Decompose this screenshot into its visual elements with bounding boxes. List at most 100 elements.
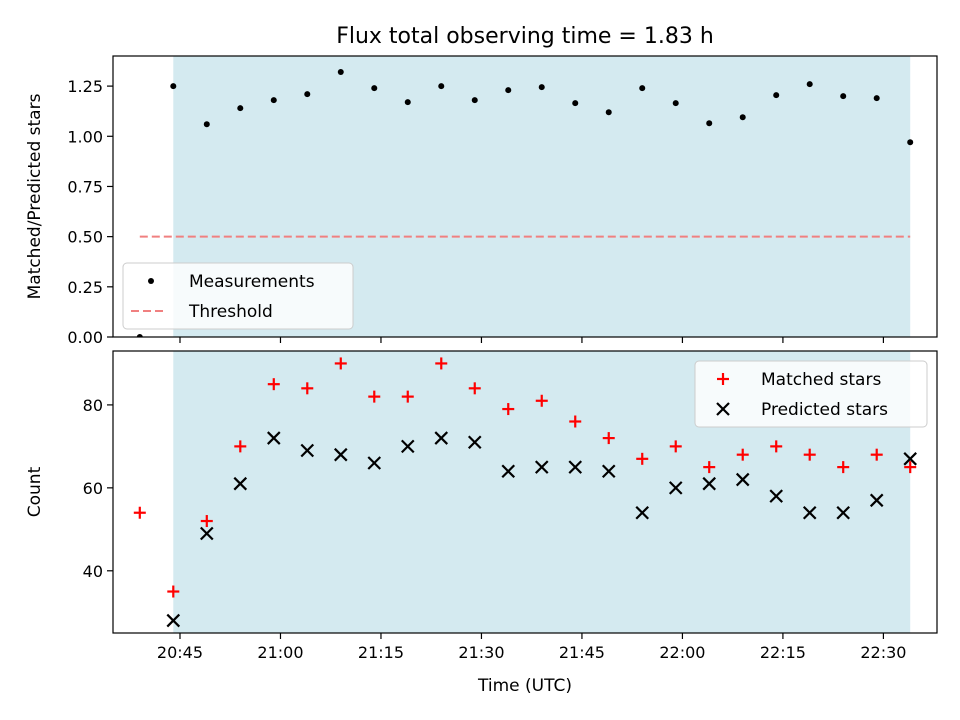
- predicted-star-point: [467, 435, 482, 450]
- predicted-star-point: [802, 505, 817, 520]
- predicted-star-point: [836, 505, 850, 520]
- measurement-point: [337, 69, 344, 76]
- y-axis-label: Count: [25, 466, 45, 517]
- predicted-star-point: [367, 456, 382, 470]
- x-axis-label: Time (UTC): [477, 676, 572, 696]
- measurement-point: [907, 139, 914, 146]
- measurement-point: [605, 109, 612, 116]
- matched-star-point: [535, 394, 548, 407]
- matched-star-point: [770, 440, 783, 453]
- matched-star-point: [401, 390, 414, 403]
- x-tick-label: 21:45: [559, 643, 605, 662]
- predicted-star-point: [333, 447, 348, 462]
- matched-star-point: [636, 452, 649, 465]
- matched-star-point: [334, 357, 347, 370]
- x-tick-label: 22:15: [760, 643, 806, 662]
- matched-star-point: [837, 461, 850, 474]
- predicted-star-point: [568, 460, 583, 474]
- measurement-point: [538, 84, 545, 91]
- predicted-star-point: [233, 476, 248, 491]
- y-tick-label: 0.25: [67, 278, 103, 297]
- predicted-star-point: [434, 431, 449, 445]
- predicted-star-point: [735, 472, 750, 487]
- measurement-point: [773, 92, 780, 99]
- predicted-star-point: [903, 452, 917, 466]
- axes-frame: [112, 350, 938, 634]
- legend-label: Threshold: [188, 302, 273, 322]
- plus-icon: [717, 373, 729, 385]
- predicted-star-point: [534, 460, 549, 474]
- matched-star-point: [200, 515, 213, 528]
- measurement-point: [505, 87, 512, 94]
- matched-star-point: [870, 448, 883, 461]
- measurement-point: [639, 85, 646, 92]
- measurement-point: [304, 91, 311, 98]
- data-layer: [136, 69, 914, 337]
- measurement-point: [203, 121, 210, 128]
- measurement-point: [739, 114, 746, 121]
- y-tick-label: 1.00: [67, 127, 103, 146]
- x-tick-label: 21:30: [458, 643, 504, 662]
- predicted-star-point: [601, 464, 616, 479]
- y-tick-label: 40: [83, 562, 103, 581]
- data-layer: [133, 357, 917, 628]
- predicted-star-point: [668, 481, 683, 495]
- predicted-star-point: [400, 439, 415, 454]
- predicted-star-point: [200, 526, 214, 541]
- count-panel: 40 60 80 Count 20:45 21:00 21:15 21:30 21:45 22:0…: [25, 350, 938, 662]
- matched-star-point: [435, 357, 448, 370]
- y-tick-label: 0.50: [67, 228, 103, 247]
- x-tick-label: 21:00: [257, 643, 303, 662]
- matched-star-point: [904, 461, 917, 474]
- measurement-point: [840, 93, 847, 100]
- measurement-point: [136, 334, 143, 337]
- cross-icon: [716, 402, 730, 416]
- x-tick-label: 22:00: [659, 643, 705, 662]
- matched-star-point: [234, 440, 247, 453]
- y-tick-label: 80: [83, 396, 103, 415]
- predicted-star-point: [267, 431, 281, 445]
- x-tick-label: 20:45: [157, 643, 203, 662]
- y-tick-label: 60: [83, 479, 103, 498]
- predicted-star-point: [300, 443, 315, 458]
- matched-star-point: [502, 403, 515, 416]
- legend-item: Measurements: [148, 272, 315, 292]
- predicted-star-point: [769, 489, 783, 503]
- measurement-point: [404, 99, 411, 106]
- y-axis-label: Matched/Predicted stars: [25, 93, 45, 299]
- matched-star-point: [736, 448, 749, 461]
- predicted-star-point: [869, 493, 884, 508]
- legend-label: Predicted stars: [761, 400, 888, 420]
- matched-star-point: [569, 415, 582, 428]
- legend-item: Matched stars: [717, 370, 881, 390]
- measurement-point: [471, 97, 478, 104]
- dot-icon: [148, 278, 154, 284]
- y-tick-label: 0.00: [67, 328, 103, 347]
- predicted-star-point: [501, 464, 516, 479]
- matched-star-point: [133, 506, 146, 519]
- measurement-point: [572, 100, 579, 107]
- predicted-star-point: [635, 505, 650, 520]
- measurement-point: [237, 105, 244, 112]
- matched-star-point: [368, 390, 381, 403]
- matched-star-point: [301, 382, 314, 395]
- measurement-point: [438, 83, 445, 90]
- x-tick-label: 22:30: [860, 643, 906, 662]
- y-tick-label: 1.25: [67, 77, 103, 96]
- measurement-point: [270, 97, 277, 104]
- predicted-star-point: [166, 613, 181, 628]
- axes-frame: [112, 55, 938, 338]
- measurement-point: [371, 85, 378, 92]
- matched-star-point: [602, 432, 615, 445]
- matched-star-point: [167, 585, 180, 598]
- measurement-point: [806, 81, 813, 88]
- matched-star-point: [468, 382, 481, 395]
- matched-star-point: [669, 440, 682, 453]
- predicted-star-point: [702, 476, 717, 491]
- legend-box: [122, 262, 354, 330]
- legend-label: Measurements: [189, 272, 315, 292]
- matched-star-point: [267, 378, 280, 391]
- y-tick-label: 0.75: [67, 177, 103, 196]
- matched-star-point: [703, 461, 716, 474]
